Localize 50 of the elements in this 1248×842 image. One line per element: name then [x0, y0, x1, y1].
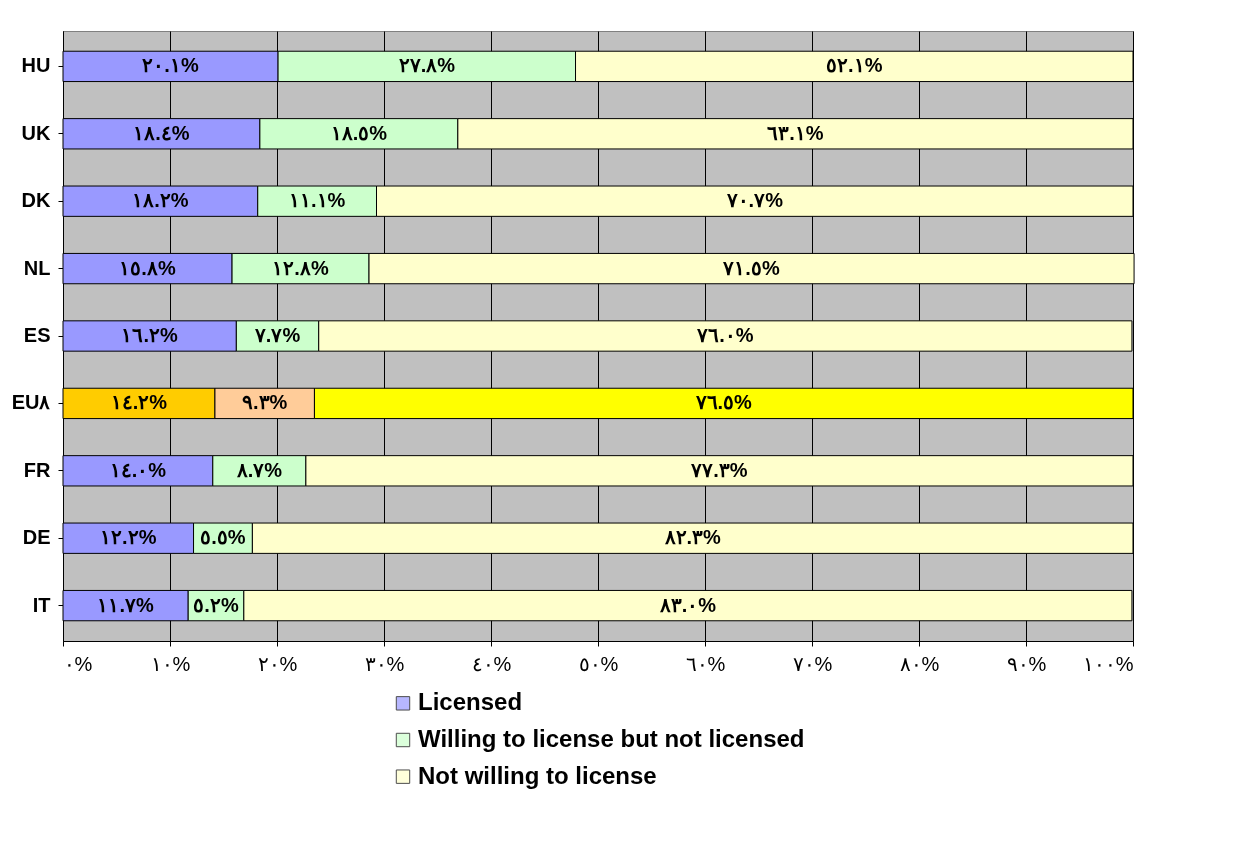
- legend-label: Licensed: [418, 688, 523, 716]
- data-label: ٧١.٥%: [722, 256, 780, 279]
- y-tick-label: DK: [21, 189, 52, 212]
- y-tick-label: FR: [23, 458, 52, 481]
- data-label: ٢٠.١%: [142, 54, 199, 77]
- data-label: ٥.٢%: [193, 593, 239, 616]
- data-label: ١٥.٨%: [119, 256, 176, 279]
- data-label: ٨.٧%: [235, 458, 283, 481]
- data-label: ٧٦.٥%: [694, 391, 753, 414]
- legend-label: Not willing to license: [418, 761, 657, 789]
- data-label: ٧٦.٠%: [696, 324, 754, 346]
- data-label: ١٢.٢%: [100, 526, 157, 549]
- data-label: ١١.١%: [288, 189, 346, 212]
- y-tick-label: DE: [22, 526, 51, 549]
- data-label: ١٦.٢%: [121, 324, 179, 346]
- data-label: ٧.٧%: [253, 324, 301, 346]
- data-label: ٨٢.٣%: [663, 526, 722, 549]
- x-tick-label: ٧٠%: [792, 652, 833, 675]
- data-label: ١٤.٢%: [110, 391, 168, 414]
- data-label: ١٤.٠%: [109, 458, 167, 481]
- x-tick-label: ٣٠%: [364, 652, 405, 675]
- x-tick-label: ١٠%: [150, 652, 191, 675]
- x-tick-label: ٨٠%: [899, 652, 940, 675]
- y-tick-label: UK: [21, 121, 52, 144]
- legend-label: Willing to license but not licensed: [418, 725, 805, 752]
- data-label: ٧٠.٧%: [725, 189, 784, 212]
- y-tick-label: HU: [21, 54, 51, 77]
- x-tick-label: ٤٠%: [471, 652, 512, 675]
- data-label: ٧٧.٣%: [690, 458, 748, 481]
- data-label: ٢٧.٨%: [398, 54, 456, 77]
- x-tick-label: ٠%: [63, 652, 93, 675]
- data-label: ١٨.٢%: [132, 189, 189, 212]
- data-label: ١١.٧%: [97, 593, 154, 616]
- data-label: ٩.٣%: [242, 391, 288, 414]
- y-tick-label: IT: [32, 593, 51, 616]
- data-label: ٥٢.١%: [826, 54, 883, 77]
- data-label: ٦٣.١%: [767, 121, 824, 144]
- y-tick-label: EU٨: [11, 391, 51, 414]
- data-label: ٥.٥%: [200, 526, 246, 549]
- data-label: ٨٣.٠%: [658, 593, 717, 616]
- data-label: ١٨.٤%: [133, 121, 190, 144]
- x-tick-label: ١٠٠%: [1082, 652, 1134, 675]
- x-tick-label: ٦٠%: [685, 652, 726, 675]
- data-label: ١٨.٥%: [330, 121, 388, 144]
- y-tick-label: NL: [23, 256, 51, 279]
- x-tick-label: ٩٠%: [1006, 652, 1047, 675]
- x-tick-label: ٢٠%: [257, 652, 298, 675]
- data-label: ١٢.٨%: [272, 256, 329, 279]
- y-tick-label: ES: [23, 324, 51, 346]
- x-tick-label: ٥٠%: [578, 652, 619, 675]
